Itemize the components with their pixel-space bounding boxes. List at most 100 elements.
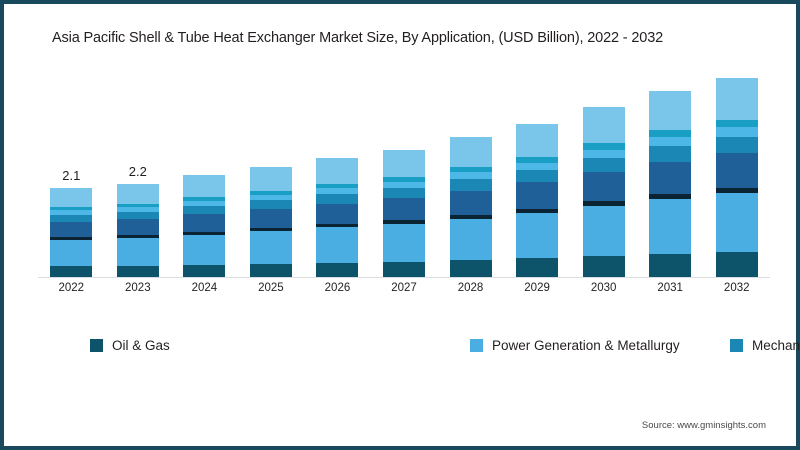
bar-segment[interactable] — [249, 166, 292, 191]
bar-segment[interactable] — [449, 137, 492, 168]
stacked-bar[interactable] — [516, 124, 559, 277]
legend-item[interactable]: Mechanical Industry — [730, 332, 800, 358]
bar-segment[interactable] — [183, 175, 226, 198]
bar-segment[interactable] — [249, 190, 292, 195]
bar-segment[interactable] — [316, 183, 359, 188]
stacked-bar[interactable] — [449, 137, 492, 277]
bar-segment[interactable] — [383, 220, 425, 225]
bar-segment[interactable] — [715, 127, 758, 138]
bar-segment[interactable] — [50, 214, 93, 222]
bar-segment[interactable] — [516, 213, 559, 259]
bar-segment[interactable] — [50, 237, 93, 240]
bar-segment[interactable] — [116, 203, 159, 208]
stacked-bar[interactable] — [715, 77, 758, 277]
bar-segment[interactable] — [516, 182, 559, 209]
bar-segment[interactable] — [316, 188, 359, 194]
bar-segment[interactable] — [715, 193, 758, 253]
bar-slot-2023[interactable]: 2.2 — [107, 164, 169, 277]
bar-segment[interactable] — [449, 218, 492, 261]
bar-segment[interactable] — [649, 146, 692, 162]
bar-segment[interactable] — [516, 162, 559, 171]
bar-segment[interactable] — [516, 157, 559, 163]
bar-segment[interactable] — [116, 265, 159, 277]
bar-segment[interactable] — [50, 221, 93, 238]
stacked-bar[interactable] — [183, 175, 226, 277]
bar-slot-2026[interactable] — [306, 158, 368, 277]
bar-segment[interactable] — [249, 228, 292, 232]
bar-segment[interactable] — [316, 203, 359, 225]
legend-item[interactable]: Oil & Gas — [90, 332, 470, 358]
bar-segment[interactable] — [516, 258, 559, 277]
bar-segment[interactable] — [116, 207, 159, 212]
bar-segment[interactable] — [116, 183, 159, 204]
bar-segment[interactable] — [50, 207, 93, 211]
bar-segment[interactable] — [649, 137, 692, 147]
bar-segment[interactable] — [183, 206, 226, 215]
bar-segment[interactable] — [383, 224, 425, 262]
bar-segment[interactable] — [516, 208, 559, 213]
bar-segment[interactable] — [116, 219, 159, 236]
bar-segment[interactable] — [582, 201, 625, 206]
bar-segment[interactable] — [116, 235, 159, 239]
bar-segment[interactable] — [50, 210, 93, 215]
bar-segment[interactable] — [50, 188, 93, 208]
bar-segment[interactable] — [183, 201, 226, 207]
bar-segment[interactable] — [383, 149, 425, 177]
bar-slot-2030[interactable] — [573, 107, 635, 277]
bar-segment[interactable] — [249, 209, 292, 229]
bar-segment[interactable] — [316, 158, 359, 184]
bar-segment[interactable] — [649, 161, 692, 194]
stacked-bar[interactable] — [649, 90, 692, 277]
bar-segment[interactable] — [183, 214, 226, 232]
bar-segment[interactable] — [582, 256, 625, 277]
bar-segment[interactable] — [249, 200, 292, 210]
bar-segment[interactable] — [316, 193, 359, 204]
stacked-bar[interactable] — [316, 158, 359, 277]
bar-segment[interactable] — [383, 198, 425, 221]
bar-segment[interactable] — [183, 231, 226, 235]
bar-segment[interactable] — [715, 120, 758, 128]
bar-segment[interactable] — [649, 90, 692, 131]
bar-segment[interactable] — [316, 224, 359, 228]
stacked-bar[interactable] — [383, 149, 425, 277]
bar-segment[interactable] — [582, 143, 625, 150]
bar-segment[interactable] — [383, 176, 425, 182]
bar-segment[interactable] — [449, 179, 492, 191]
bar-segment[interactable] — [582, 171, 625, 202]
bar-segment[interactable] — [582, 149, 625, 159]
legend-item[interactable]: Power Generation & Metallurgy — [470, 332, 730, 358]
stacked-bar[interactable]: 2.1 — [50, 168, 93, 277]
bar-segment[interactable] — [649, 199, 692, 255]
bar-segment[interactable] — [449, 167, 492, 173]
bar-slot-2027[interactable] — [373, 149, 435, 277]
bar-segment[interactable] — [383, 187, 425, 199]
bar-segment[interactable] — [183, 197, 226, 202]
bar-segment[interactable] — [116, 211, 159, 220]
bar-segment[interactable] — [316, 262, 359, 277]
bar-segment[interactable] — [116, 238, 159, 266]
bar-segment[interactable] — [715, 187, 758, 194]
bar-segment[interactable] — [50, 265, 93, 277]
bar-segment[interactable] — [649, 130, 692, 138]
bar-segment[interactable] — [649, 254, 692, 277]
bar-segment[interactable] — [449, 214, 492, 219]
bar-segment[interactable] — [249, 263, 292, 277]
bar-slot-2029[interactable] — [506, 124, 568, 277]
bar-segment[interactable] — [516, 124, 559, 158]
bar-segment[interactable] — [316, 227, 359, 263]
bar-segment[interactable] — [649, 193, 692, 199]
bar-segment[interactable] — [449, 172, 492, 180]
bar-segment[interactable] — [582, 158, 625, 172]
bar-segment[interactable] — [50, 239, 93, 266]
bar-segment[interactable] — [449, 190, 492, 215]
bar-slot-2022[interactable]: 2.1 — [40, 168, 102, 277]
bar-segment[interactable] — [715, 137, 758, 154]
bar-segment[interactable] — [582, 205, 625, 257]
bar-segment[interactable] — [249, 194, 292, 201]
bar-segment[interactable] — [449, 260, 492, 277]
bar-segment[interactable] — [516, 170, 559, 183]
bar-segment[interactable] — [582, 107, 625, 144]
bar-segment[interactable] — [383, 261, 425, 277]
stacked-bar[interactable]: 2.2 — [116, 164, 159, 277]
stacked-bar[interactable] — [249, 166, 292, 277]
